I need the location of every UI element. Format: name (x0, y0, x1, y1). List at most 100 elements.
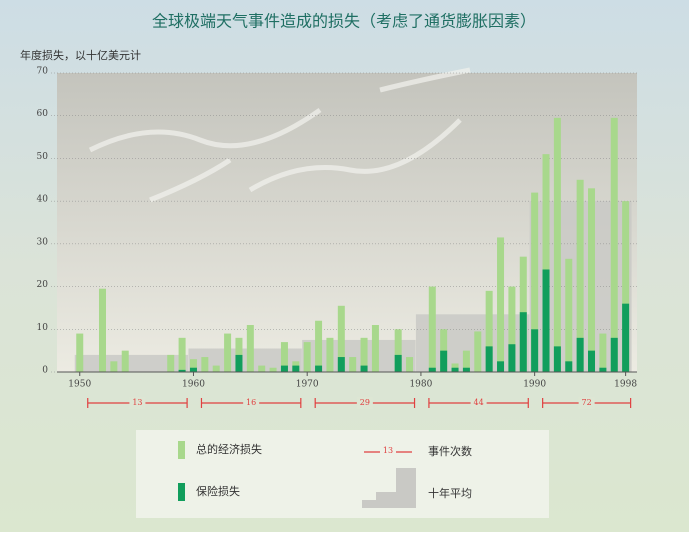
legend-event-sample: 13 (383, 446, 393, 455)
legend-label: 十年平均 (428, 486, 472, 500)
bar (599, 367, 607, 372)
event-label-bg (129, 397, 146, 409)
legend-label: 保险损失 (196, 484, 240, 498)
y-tick-label: 10 (37, 323, 49, 333)
event-label-bg (356, 397, 373, 409)
bar (167, 354, 175, 372)
y-tick-label: 30 (37, 237, 49, 247)
bar (110, 361, 118, 372)
event-label-bg (578, 397, 595, 409)
bar (428, 367, 436, 372)
bar (531, 329, 539, 372)
bar (508, 344, 516, 372)
bar (542, 154, 550, 372)
bar (315, 320, 323, 372)
legend (136, 430, 549, 518)
bar (394, 329, 402, 372)
bar (508, 286, 516, 372)
bar (599, 333, 607, 372)
bar (189, 367, 197, 372)
bar (576, 179, 584, 372)
bar (394, 354, 402, 372)
legend-swatch (178, 441, 185, 459)
bar (588, 188, 596, 372)
bar (553, 346, 561, 372)
bar (497, 237, 505, 372)
bar (610, 337, 618, 372)
legend-event-bg (380, 446, 396, 458)
bar (474, 331, 482, 372)
bar (178, 369, 186, 372)
bar (349, 357, 357, 372)
bar (258, 365, 266, 372)
bar (485, 346, 493, 372)
bar (371, 325, 379, 372)
bar (224, 333, 232, 372)
bar (576, 337, 584, 372)
bar (246, 325, 254, 372)
event-label-bg (243, 397, 260, 409)
bar (565, 361, 573, 372)
bar (121, 350, 129, 372)
chart-title: 全球极端天气事件造成的损失（考虑了通货膨胀因素） (152, 12, 536, 31)
y-tick-label: 20 (37, 280, 49, 290)
x-tick-label: 1998 (614, 380, 637, 390)
event-count: 72 (582, 398, 592, 407)
bar (462, 367, 470, 372)
bar (303, 342, 311, 372)
bar (406, 357, 414, 372)
bar (76, 333, 84, 372)
bar (610, 117, 618, 372)
bar (280, 342, 288, 372)
x-tick-label: 1960 (182, 380, 205, 390)
bar (553, 117, 561, 372)
y-axis-label: 年度损失，以十亿美元计 (20, 48, 141, 62)
y-tick-label: 0 (42, 366, 48, 376)
bar (337, 357, 345, 372)
legend-label: 总的经济损失 (196, 442, 262, 456)
y-tick-label: 70 (37, 67, 49, 77)
bar (292, 365, 300, 372)
bar (440, 350, 448, 372)
bar (360, 365, 368, 372)
x-tick-label: 1980 (409, 380, 432, 390)
bar (189, 359, 197, 372)
event-count: 44 (474, 398, 484, 407)
bar (212, 365, 220, 372)
x-tick-label: 1990 (523, 380, 546, 390)
bar (451, 367, 459, 372)
bar (565, 258, 573, 372)
bar (178, 337, 186, 372)
y-tick-label: 60 (37, 109, 49, 119)
bar (269, 367, 277, 372)
bar (235, 354, 243, 372)
legend-label: 事件次数 (428, 444, 472, 458)
bar (497, 361, 505, 372)
bar (280, 365, 288, 372)
bar (622, 303, 630, 372)
x-tick-label: 1950 (68, 380, 91, 390)
bar (337, 305, 345, 372)
y-tick-label: 50 (37, 152, 49, 162)
event-label-bg (470, 397, 487, 409)
bar (360, 337, 368, 372)
legend-swatch (178, 483, 185, 501)
bar (462, 350, 470, 372)
event-count: 29 (360, 398, 370, 407)
bar (531, 192, 539, 372)
bar (326, 337, 334, 372)
bar (98, 288, 106, 372)
y-tick-label: 40 (37, 195, 49, 205)
bar (201, 357, 209, 372)
bar (542, 269, 550, 372)
bar (315, 365, 323, 372)
bar (519, 312, 527, 372)
bar (588, 350, 596, 372)
x-tick-label: 1970 (296, 380, 319, 390)
bar (622, 201, 630, 372)
legend-average-swatch (362, 468, 416, 508)
event-count: 16 (246, 398, 256, 407)
bar (428, 286, 436, 372)
event-count: 13 (132, 398, 142, 407)
